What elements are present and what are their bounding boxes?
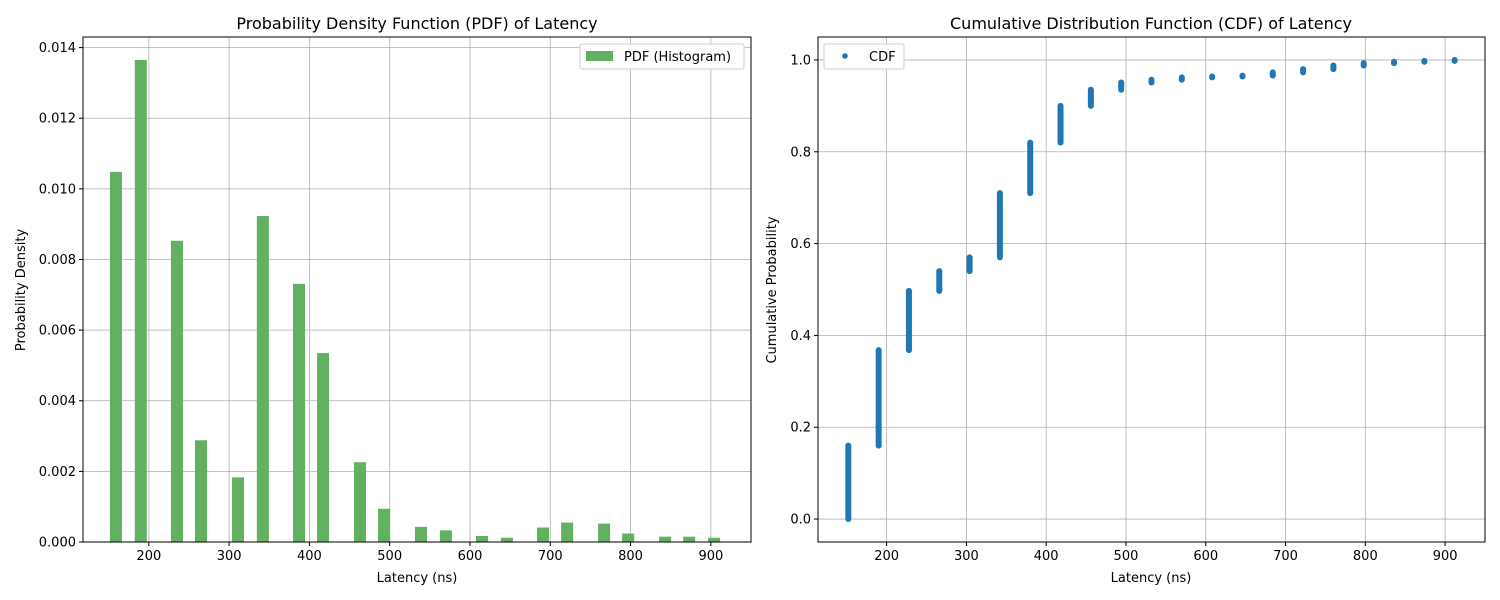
- pdf-bar: [414, 526, 428, 542]
- cdf-x-tick-label: 900: [1433, 549, 1458, 564]
- cdf-legend-marker: [842, 53, 848, 59]
- pdf-y-tick-label: 0.006: [39, 324, 76, 339]
- cdf-x-tick-label: 500: [1114, 549, 1139, 564]
- pdf-bar: [537, 527, 550, 542]
- pdf-x-tick-label: 200: [136, 549, 161, 564]
- pdf-bar: [317, 353, 330, 542]
- cdf-y-tick-label: 0.6: [790, 237, 811, 252]
- pdf-y-tick-label: 0.012: [39, 112, 76, 127]
- pdf-bar: [353, 462, 367, 542]
- pdf-y-tick-label: 0.000: [39, 536, 76, 551]
- pdf-bar: [659, 536, 672, 542]
- pdf-x-tick-label: 500: [377, 549, 402, 564]
- pdf-y-tick-label: 0.004: [39, 394, 76, 409]
- pdf-y-axis-label: Probability Density: [14, 229, 29, 352]
- pdf-x-tick-label: 600: [458, 549, 483, 564]
- pdf-bar: [622, 533, 635, 542]
- cdf-x-tick-label: 800: [1353, 549, 1378, 564]
- cdf-grid: [818, 37, 1485, 542]
- pdf-bar: [500, 537, 513, 542]
- pdf-x-tick-label: 400: [297, 549, 322, 564]
- pdf-grid: [83, 37, 751, 543]
- pdf-plot-frame: [82, 36, 752, 543]
- pdf-bar: [231, 477, 244, 542]
- cdf-y-axis-label: Cumulative Probability: [765, 216, 780, 363]
- pdf-legend: PDF (Histogram): [579, 43, 745, 70]
- cdf-legend-label: CDF: [869, 50, 896, 65]
- pdf-bar: [439, 530, 452, 542]
- pdf-x-tick-label: 800: [618, 549, 643, 564]
- cdf-legend-box: [823, 43, 905, 70]
- cdf-x-axis-label: Latency (ns): [1111, 571, 1192, 586]
- cdf-y-tick-label: 1.0: [790, 53, 811, 68]
- cdf-x-tick-label: 600: [1193, 549, 1218, 564]
- pdf-x-tick-label: 300: [217, 549, 242, 564]
- cdf-plot-frame: [817, 36, 1486, 543]
- pdf-x-tick-label: 700: [538, 549, 563, 564]
- cdf-x-tick-label: 300: [954, 549, 979, 564]
- pdf-bar: [134, 59, 147, 543]
- pdf-legend-box: [579, 43, 745, 70]
- cdf-legend: CDF: [823, 43, 905, 70]
- pdf-y-ticks: 0.000 0.002 0.004 0.006 0.008 0.010 0.012 0.014: [39, 41, 83, 551]
- pdf-bar: [378, 508, 391, 542]
- pdf-bar: [561, 522, 574, 542]
- cdf-y-ticks: 0.0 0.2 0.4 0.6 0.8 1.0: [790, 53, 818, 528]
- pdf-legend-swatch: [586, 51, 613, 61]
- cdf-points: [845, 56, 1458, 523]
- pdf-legend-label: PDF (Histogram): [624, 50, 731, 65]
- pdf-bar: [170, 240, 183, 542]
- pdf-x-tick-label: 900: [698, 549, 723, 564]
- cdf-y-tick-label: 0.0: [790, 513, 811, 528]
- cdf-x-tick-label: 700: [1273, 549, 1298, 564]
- pdf-y-tick-label: 0.010: [39, 182, 76, 197]
- pdf-y-tick-label: 0.002: [39, 465, 76, 480]
- cdf-x-tick-label: 200: [874, 549, 899, 564]
- pdf-y-tick-label: 0.014: [39, 41, 76, 56]
- pdf-bar: [708, 537, 721, 542]
- pdf-bar: [598, 523, 611, 542]
- pdf-bar: [683, 536, 696, 542]
- pdf-bar: [292, 283, 305, 542]
- pdf-y-tick-label: 0.008: [39, 253, 76, 268]
- cdf-chart: Cumulative Distribution Function (CDF) o…: [765, 14, 1486, 586]
- pdf-chart-title: Probability Density Function (PDF) of La…: [236, 14, 597, 33]
- pdf-bar: [109, 171, 122, 542]
- pdf-x-axis-label: Latency (ns): [377, 571, 458, 586]
- cdf-x-ticks: 200 300 400 500 600 700 800 900: [874, 542, 1458, 564]
- pdf-bar: [195, 440, 208, 542]
- cdf-y-tick-label: 0.4: [790, 329, 811, 344]
- cdf-x-tick-label: 400: [1034, 549, 1059, 564]
- pdf-bar: [256, 216, 269, 542]
- pdf-chart: Probability Density Function (PDF) of La…: [14, 14, 752, 586]
- pdf-x-ticks: 200 300 400 500 600 700 800 900: [136, 542, 723, 564]
- pdf-bars: [109, 59, 721, 543]
- cdf-chart-title: Cumulative Distribution Function (CDF) o…: [950, 14, 1352, 33]
- pdf-bar: [476, 535, 489, 542]
- cdf-y-tick-label: 0.8: [790, 145, 811, 160]
- cdf-y-tick-label: 0.2: [790, 421, 811, 436]
